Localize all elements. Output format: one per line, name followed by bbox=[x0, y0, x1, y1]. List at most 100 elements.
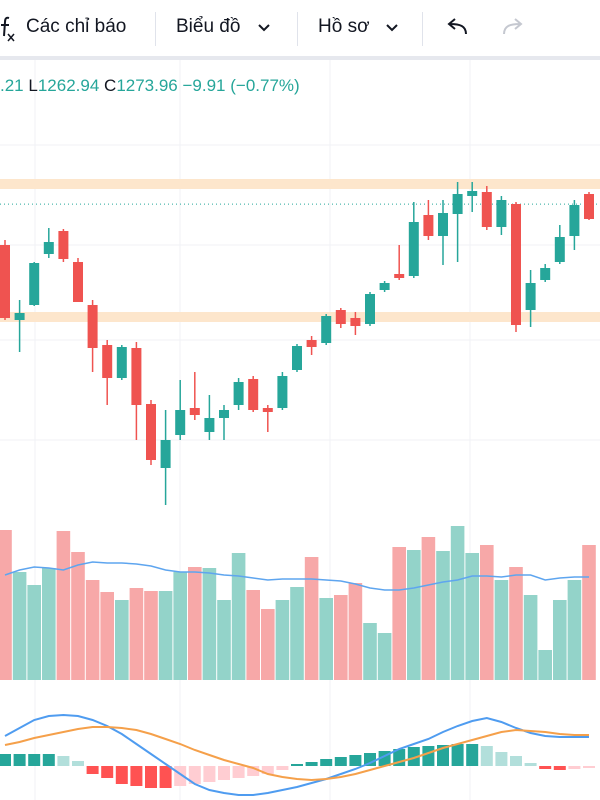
candle-body bbox=[58, 231, 69, 259]
candle-body bbox=[116, 347, 127, 378]
legend-change: −9.91 (−0.77%) bbox=[182, 76, 300, 95]
volume-bar bbox=[12, 572, 27, 680]
volume-bar bbox=[202, 568, 217, 680]
candle-body bbox=[452, 194, 463, 214]
volume-bar bbox=[523, 595, 538, 680]
macd-histogram-bar bbox=[232, 766, 245, 778]
volume-bar bbox=[567, 580, 582, 680]
volume-bar bbox=[115, 600, 129, 680]
macd-histogram-bar bbox=[334, 757, 347, 766]
candle-body bbox=[102, 345, 113, 378]
candle-body bbox=[423, 215, 434, 236]
candle-body bbox=[379, 283, 390, 290]
price-zone bbox=[0, 179, 600, 189]
candle-body bbox=[394, 274, 405, 278]
macd-histogram-bar bbox=[553, 766, 566, 770]
volume-bar bbox=[421, 537, 436, 680]
macd-histogram-bar bbox=[203, 766, 216, 782]
volume-bar bbox=[231, 553, 246, 680]
candle-body bbox=[481, 192, 492, 227]
candle-body bbox=[335, 310, 346, 324]
redo-button[interactable] bbox=[500, 16, 526, 40]
macd-histogram-bar bbox=[159, 766, 172, 788]
candle-body bbox=[321, 316, 332, 343]
macd-histogram-bar bbox=[320, 759, 333, 766]
volume-bar bbox=[85, 580, 100, 680]
candle-body bbox=[87, 305, 98, 348]
macd-histogram-bar bbox=[72, 761, 84, 766]
macd-histogram-bar bbox=[86, 766, 99, 774]
chart-button[interactable]: Biểu đồ bbox=[176, 16, 241, 37]
macd-histogram-bar bbox=[101, 766, 114, 778]
candle-body bbox=[219, 410, 229, 418]
volume-bar bbox=[275, 600, 290, 680]
candle-body bbox=[408, 222, 419, 276]
ohlc-legend: .21 L1262.94 C1273.96 −9.91 (−0.77%) bbox=[0, 76, 300, 96]
profile-button[interactable]: Hồ sơ bbox=[318, 16, 370, 37]
candle-body bbox=[175, 410, 186, 435]
volume-bar bbox=[144, 591, 158, 680]
macd-histogram-bar bbox=[276, 766, 289, 770]
fx-icon[interactable] bbox=[0, 14, 16, 44]
macd-histogram-bar bbox=[407, 747, 420, 766]
candle-body bbox=[29, 263, 40, 305]
macd-histogram-bar bbox=[188, 766, 201, 784]
signal-line bbox=[4, 726, 589, 782]
candle-body bbox=[525, 283, 536, 310]
volume-bar bbox=[100, 592, 114, 680]
candle-body bbox=[467, 191, 478, 196]
candle-body bbox=[584, 194, 594, 219]
candle-body bbox=[14, 313, 25, 320]
macd-histogram-bar bbox=[305, 762, 318, 766]
volume-bar bbox=[465, 553, 479, 680]
candle-body bbox=[0, 245, 10, 318]
grid bbox=[0, 60, 600, 800]
macd-histogram-bar bbox=[28, 754, 41, 766]
volume-bar bbox=[261, 609, 275, 680]
volume-bar bbox=[553, 600, 567, 680]
volume-bar bbox=[582, 545, 596, 680]
volume-bar bbox=[56, 531, 71, 680]
candle-body bbox=[292, 346, 302, 370]
macd-histogram-bar bbox=[524, 763, 537, 766]
macd-histogram-bar bbox=[583, 766, 595, 768]
volume-bar bbox=[129, 588, 144, 680]
macd-histogram-bar bbox=[364, 753, 376, 766]
candle-body bbox=[365, 294, 375, 324]
volume-bar bbox=[407, 550, 421, 680]
volume-bar bbox=[290, 587, 304, 680]
candle-body bbox=[496, 200, 507, 227]
macd-histogram-bar bbox=[115, 766, 128, 784]
macd-histogram-bar bbox=[495, 752, 508, 766]
macd-histogram-bar bbox=[480, 746, 493, 766]
volume-bar bbox=[173, 572, 187, 680]
macd-histogram-bar bbox=[539, 766, 552, 769]
volume-bar bbox=[158, 591, 173, 680]
candle-body bbox=[262, 408, 273, 412]
macd-histogram-bar bbox=[42, 754, 55, 766]
legend-close: 1273.96 bbox=[116, 76, 178, 95]
volume-bar bbox=[538, 650, 552, 680]
candle-body bbox=[540, 268, 551, 280]
macd-histogram-bar bbox=[247, 766, 260, 776]
volume-bar bbox=[436, 551, 450, 680]
undo-button[interactable] bbox=[444, 16, 470, 40]
volume-bar bbox=[494, 580, 509, 680]
candle-body bbox=[277, 376, 288, 408]
macd-histogram-bar bbox=[261, 766, 274, 774]
candle-body bbox=[146, 404, 156, 460]
indicators-button[interactable]: Các chỉ báo bbox=[26, 16, 127, 37]
candle-body bbox=[306, 340, 317, 347]
candle-body bbox=[511, 204, 521, 325]
volume-bar bbox=[71, 552, 85, 680]
candle-body bbox=[204, 418, 215, 432]
legend-high: .21 bbox=[0, 76, 24, 95]
volume-bar bbox=[0, 530, 12, 680]
volume-ma-line bbox=[4, 561, 589, 591]
macd-histogram-bar bbox=[422, 746, 435, 766]
macd-histogram-bar bbox=[0, 754, 11, 766]
volume-bar bbox=[377, 633, 392, 680]
volume-bar bbox=[334, 595, 348, 680]
candle-body bbox=[350, 318, 361, 326]
